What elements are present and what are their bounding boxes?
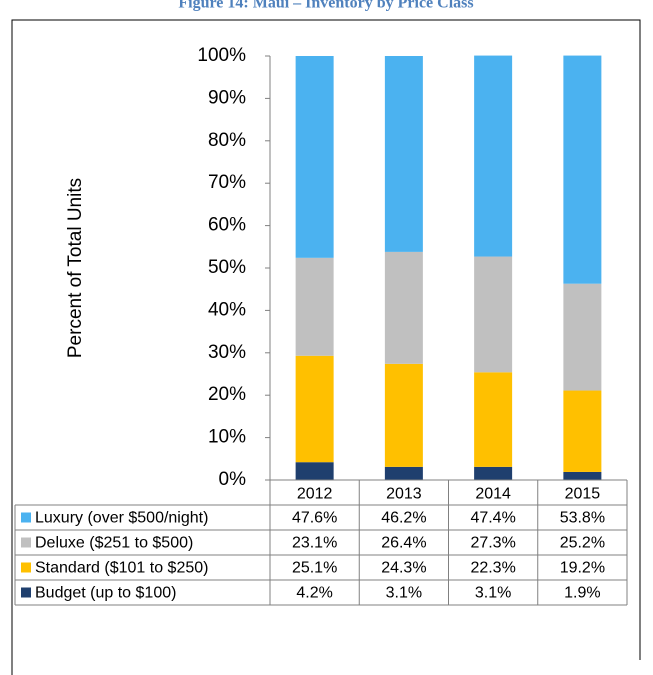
y-tick-label: 50%	[208, 257, 246, 278]
data-label: 3.1%	[386, 585, 422, 602]
y-tick-label: 80%	[208, 130, 246, 151]
legend-label: Deluxe ($251 to $500)	[35, 535, 193, 552]
bar-segment	[563, 283, 602, 391]
bar-segment	[295, 56, 334, 258]
y-tick-label: 0%	[219, 469, 247, 490]
y-tick-label: 60%	[208, 215, 246, 236]
y-axis-label: Percent of Total Units	[65, 178, 86, 358]
chart-title: Figure 14: Maui – Inventory by Price Cla…	[178, 0, 473, 12]
bar-segment	[474, 256, 513, 373]
data-label: 22.3%	[470, 560, 515, 577]
bar-segment	[295, 355, 334, 463]
data-label: 27.3%	[470, 535, 515, 552]
y-tick-label: 70%	[208, 172, 246, 193]
bar-segment	[563, 55, 602, 284]
data-label: 26.4%	[381, 535, 426, 552]
data-label: 25.1%	[292, 560, 337, 577]
y-tick-label: 40%	[208, 299, 246, 320]
y-tick-label: 100%	[197, 45, 246, 66]
y-tick-label: 20%	[208, 384, 246, 405]
x-tick-label: 2013	[386, 486, 422, 503]
bar-segment	[384, 363, 423, 467]
data-label: 19.2%	[560, 560, 605, 577]
bar-segment	[384, 251, 423, 364]
frame	[11, 19, 641, 675]
data-label: 1.9%	[564, 585, 600, 602]
data-label: 3.1%	[475, 585, 511, 602]
x-tick-label: 2015	[565, 486, 601, 503]
bar-segment	[474, 55, 513, 257]
y-tick-label: 10%	[208, 427, 246, 448]
data-label: 23.1%	[292, 535, 337, 552]
y-tick-label: 30%	[208, 342, 246, 363]
bar-segment	[384, 466, 423, 480]
bar-segment	[563, 390, 602, 472]
data-label: 53.8%	[560, 510, 605, 527]
bar-segment	[474, 466, 513, 480]
y-tick-label: 90%	[208, 87, 246, 108]
legend-label: Budget (up to $100)	[35, 585, 176, 602]
data-label: 46.2%	[381, 510, 426, 527]
data-label: 25.2%	[560, 535, 605, 552]
bar-segment	[295, 462, 334, 480]
bar-segment	[295, 257, 334, 356]
bar-segment	[384, 56, 423, 252]
data-label: 4.2%	[296, 585, 332, 602]
legend-swatch	[21, 587, 31, 598]
legend-label: Standard ($101 to $250)	[35, 560, 208, 577]
bar-segment	[474, 372, 513, 467]
x-tick-label: 2014	[475, 486, 511, 503]
legend-swatch	[21, 562, 31, 573]
data-label: 47.6%	[292, 510, 337, 527]
legend-swatch	[21, 512, 31, 523]
data-label: 47.4%	[470, 510, 515, 527]
bar-segment	[563, 471, 602, 480]
x-tick-label: 2012	[297, 486, 333, 503]
legend-label: Luxury (over $500/night)	[35, 510, 208, 527]
data-label: 24.3%	[381, 560, 426, 577]
legend-swatch	[21, 537, 31, 548]
